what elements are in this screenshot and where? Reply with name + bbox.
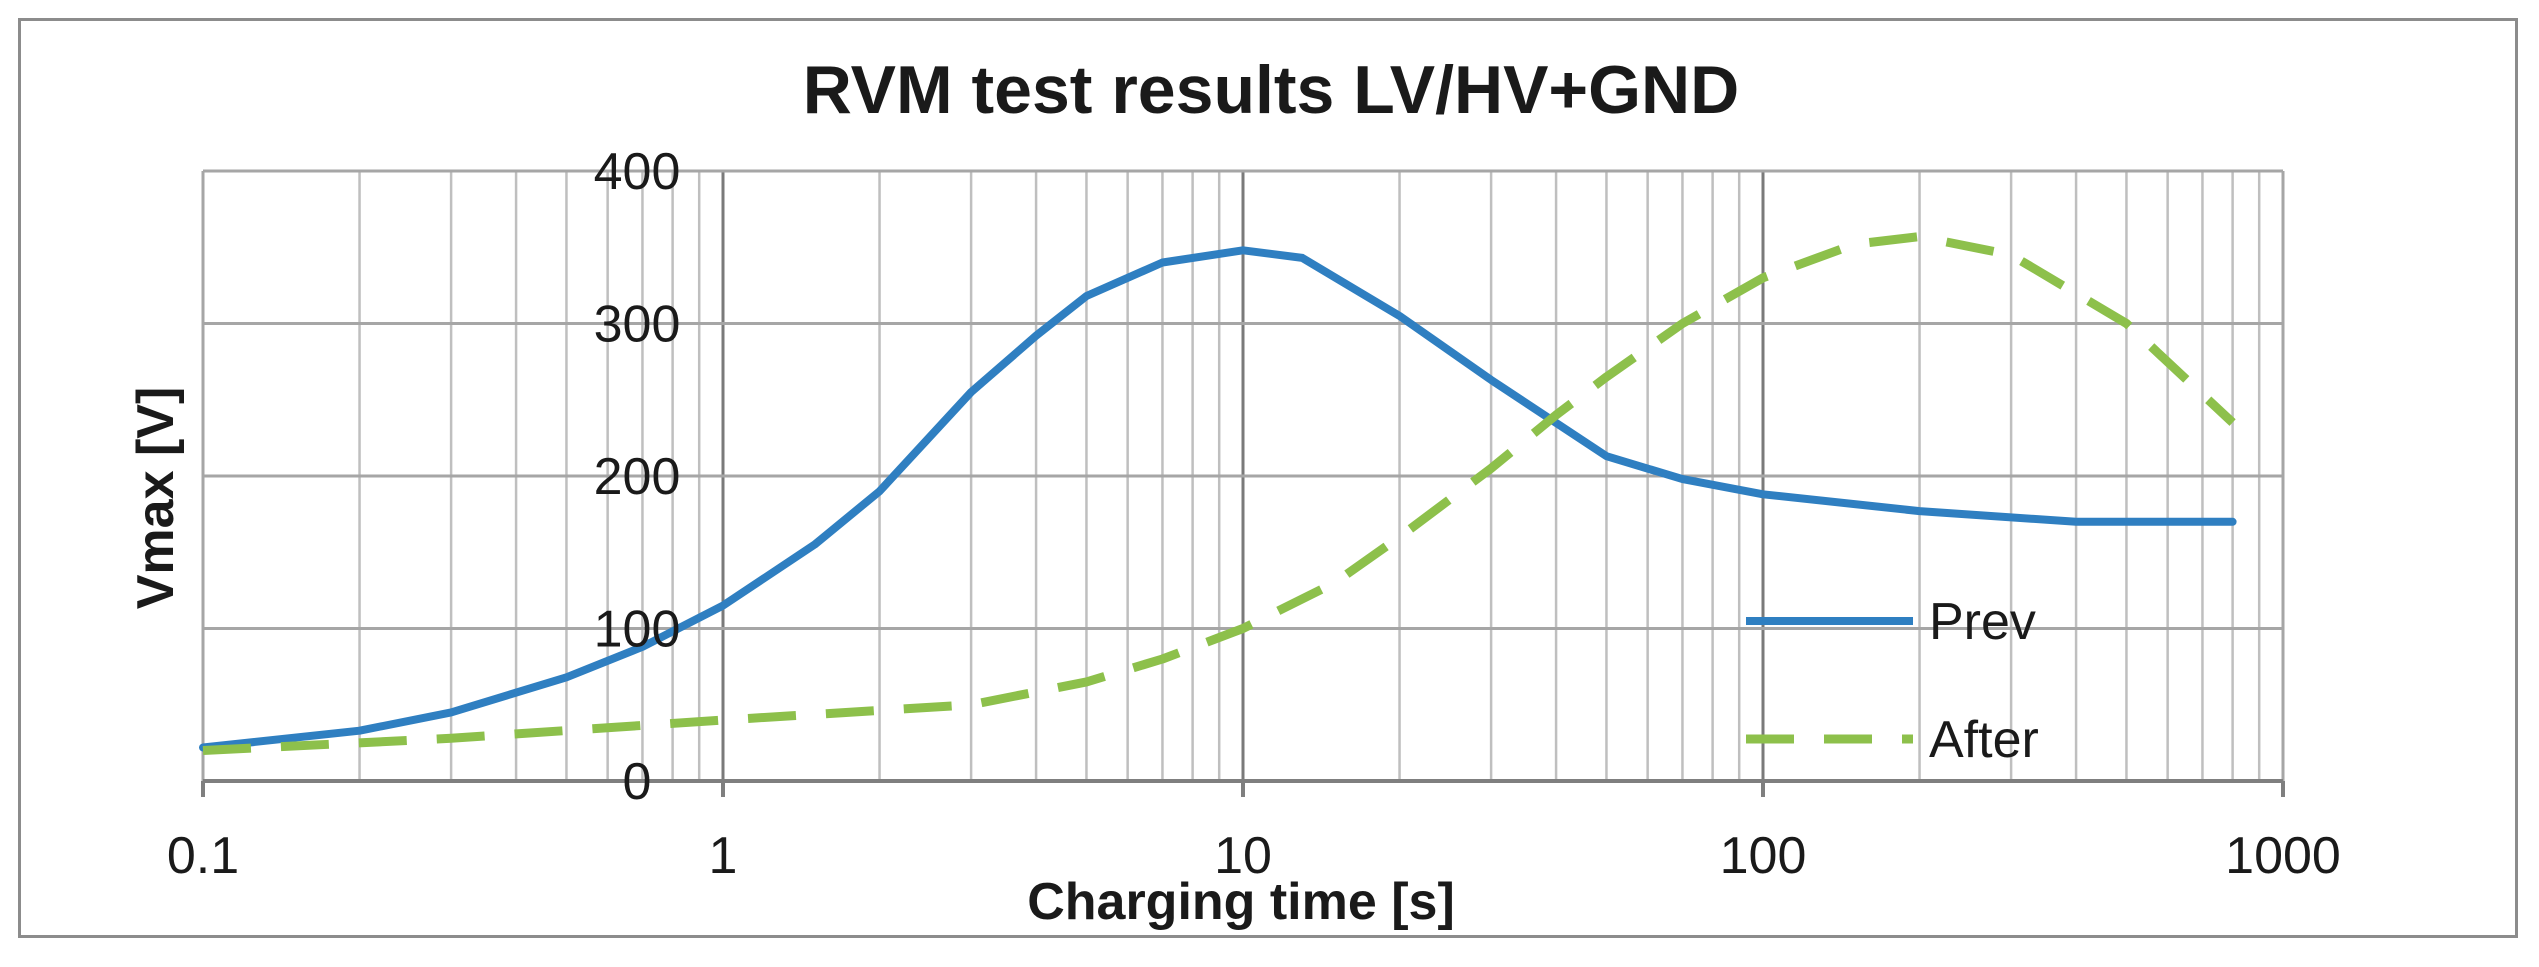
axes [201, 779, 2285, 797]
chart-frame: RVM test results LV/HV+GND 0 100 200 300 400… [18, 18, 2518, 938]
y-tick-label: 0 [623, 753, 652, 811]
line-chart: RVM test results LV/HV+GND 0 100 200 300 400… [127, 52, 2341, 931]
legend-entry: Prev [1746, 593, 2036, 651]
legend-label: Prev [1929, 593, 2036, 651]
x-tick-label: 100 [1720, 827, 1807, 885]
y-tick-label: 300 [594, 296, 681, 354]
x-tick-label: 0.1 [167, 827, 239, 885]
y-axis-title: Vmax [V] [127, 387, 185, 610]
y-tick-labels: 0 100 200 300 400 [594, 143, 681, 811]
x-axis-title: Charging time [s] [1027, 873, 1455, 931]
series-line-after [202, 232, 2236, 755]
y-tick-label: 100 [594, 601, 681, 659]
x-tick-label: 10 [1214, 827, 1272, 885]
series-line-prev [199, 246, 2237, 752]
x-tick-label: 1 [709, 827, 738, 885]
y-tick-label: 200 [594, 448, 681, 506]
legend-entry: After [1746, 711, 2039, 769]
legend-label: After [1929, 711, 2039, 769]
chart-title: RVM test results LV/HV+GND [803, 52, 1740, 128]
y-tick-label: 400 [594, 143, 681, 201]
x-tick-labels: 0.1 1 10 100 1000 [167, 827, 2341, 885]
grid [201, 169, 2285, 781]
legend: Prev After [1746, 593, 2039, 769]
x-tick-label: 1000 [2225, 827, 2341, 885]
series-lines [199, 232, 2237, 755]
